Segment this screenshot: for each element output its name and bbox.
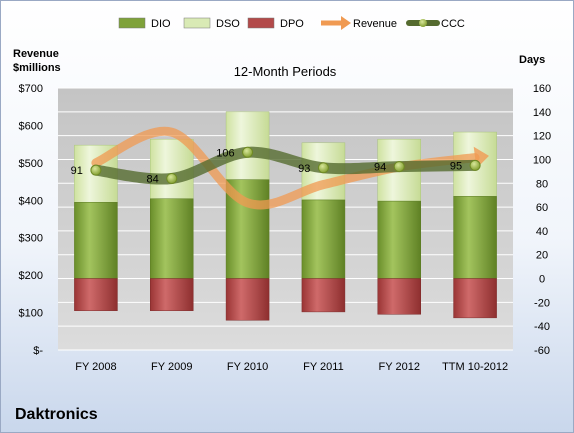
right-axis-ticks: -60 -40 -20 0 20 40 60 80 100 120 140 160 [533,83,551,357]
right-tick-label: 0 [539,274,545,286]
category-label: FY 2010 [227,361,268,373]
right-tick-label: -60 [534,345,550,357]
legend-label: Revenue [353,18,397,30]
left-tick-label: $500 [19,158,43,170]
ccc-line [90,146,481,185]
legend-label: DIO [151,18,171,30]
legend-swatch [118,17,146,29]
dio-bar [74,202,118,279]
company-name: Daktronics [15,406,98,423]
legend: DIO DSO DPO Revenue CCC [118,16,465,30]
legend-label: CCC [441,18,465,30]
ccc-point [393,161,405,173]
category-label: FY 2009 [151,361,192,373]
ccc-data-label: 94 [374,162,386,174]
chart-title: 12-Month Periods [234,64,337,79]
left-axis-label-line1: Revenue [13,48,59,60]
dpo-bar [74,278,118,311]
ccc-data-label: 91 [71,165,83,177]
plot-area [58,88,513,350]
left-tick-label: $400 [19,195,43,207]
dpo-bar [301,278,346,313]
dio-bar [301,199,346,279]
left-axis-ticks: $- $100 $200 $300 $400 $500 $600 $700 [19,83,44,357]
right-tick-label: 40 [536,226,548,238]
ccc-point [90,164,102,176]
right-tick-label: -40 [534,321,550,333]
left-tick-label: $100 [19,308,43,320]
legend-label: DSO [216,18,240,30]
dpo-bar [150,278,194,311]
left-tick-label: $700 [19,83,43,95]
left-tick-label: $600 [19,120,43,132]
ccc-data-label: 106 [216,147,234,159]
dio-bar [453,196,497,279]
legend-swatch [183,17,211,29]
ccc-point [317,162,329,174]
ccc-point [469,159,481,171]
left-tick-label: $200 [19,270,43,282]
legend-swatch-dot [419,19,427,27]
left-tick-label: $300 [19,233,43,245]
category-label: TTM 10-2012 [442,361,508,373]
right-tick-label: 140 [533,107,551,119]
dpo-bar [453,278,497,319]
left-axis-label-line2: $millions [13,62,61,74]
dio-bar [377,200,421,279]
dio-bar [150,198,194,279]
category-label: FY 2008 [75,361,116,373]
right-axis-label: Days [519,54,545,66]
legend-swatch-arrowhead [341,16,351,30]
bars [74,111,497,321]
ccc-data-label: 93 [298,163,310,175]
dpo-bar [377,278,421,315]
category-label: FY 2011 [303,361,344,373]
right-tick-label: -20 [534,297,550,309]
legend-label: DPO [280,18,304,30]
legend-swatch [247,17,275,29]
right-tick-label: 20 [536,250,548,262]
ccc-series: 91 84 106 93 94 95 [71,146,481,186]
ccc-data-label: 95 [450,160,462,172]
right-tick-label: 120 [533,131,551,143]
right-tick-label: 60 [536,202,548,214]
category-labels: FY 2008 FY 2009 FY 2010 FY 2011 FY 2012 TTM 1… [75,361,508,373]
dso-bar [225,111,270,180]
dpo-bar [225,278,270,321]
right-tick-label: 100 [533,154,551,166]
ccc-data-label: 84 [147,174,159,186]
category-label: FY 2012 [379,361,420,373]
right-tick-label: 160 [533,83,551,95]
ccc-point [242,146,254,158]
ccc-point [166,173,178,185]
left-tick-label: $- [33,345,43,357]
right-tick-label: 80 [536,178,548,190]
